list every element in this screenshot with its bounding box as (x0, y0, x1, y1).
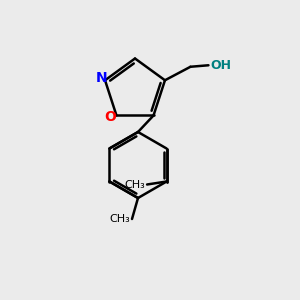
Text: CH₃: CH₃ (125, 179, 146, 190)
Text: CH₃: CH₃ (110, 214, 130, 224)
Text: N: N (96, 71, 108, 85)
Text: O: O (104, 110, 116, 124)
Text: OH: OH (210, 59, 231, 72)
